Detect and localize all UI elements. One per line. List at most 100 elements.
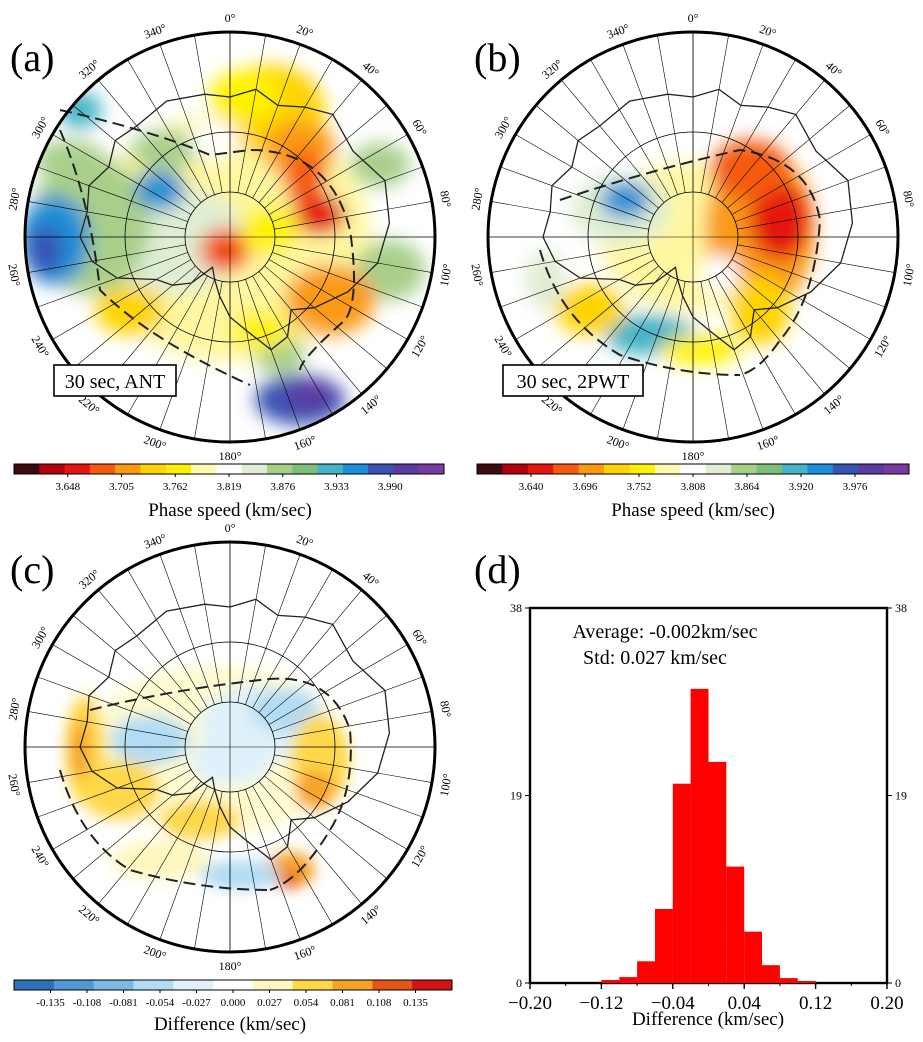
longitude-tick-label: 0° (225, 11, 236, 25)
meridian-line (237, 35, 266, 193)
panel-a-note-box: 30 sec, ANT (53, 364, 177, 397)
histogram-bar (637, 961, 655, 983)
histogram-bar (797, 981, 816, 983)
longitude-tick-label: 100° (900, 262, 918, 287)
histogram-bar (744, 931, 762, 983)
meridian-line (708, 44, 764, 195)
meridian-line (500, 166, 651, 222)
meridian-line (127, 59, 208, 199)
histogram-bar (619, 977, 638, 983)
histogram-bar (708, 761, 727, 983)
meridian-line (535, 265, 659, 370)
colorbar-a: 3.648 3.705 3.762 3.819 3.876 3.933 3.990 (13, 463, 445, 493)
colorbar-c-segment (372, 980, 413, 990)
meridian-line (237, 281, 266, 439)
longitude-tick-label: 60° (409, 627, 430, 649)
meridian-line (252, 785, 333, 925)
colorbar-b-segment (553, 464, 580, 474)
colorbar-c-tick-label: -0.027 (182, 997, 211, 1009)
meridian-line (264, 614, 388, 719)
meridian-line (274, 754, 432, 783)
colorbar-c-segment (93, 980, 134, 990)
longitude-tick-label: 80° (900, 190, 917, 209)
meridian-line (28, 244, 186, 273)
meridian-line (708, 279, 764, 430)
colorbar-c-tick-label: 0.000 (221, 997, 246, 1009)
colorbar-a-segment (14, 464, 40, 474)
colorbar-a-segment (292, 464, 319, 474)
colorbar-b-segment (807, 464, 834, 474)
meridian-line (258, 781, 363, 905)
colorbar-b-segment (705, 464, 732, 474)
meridian-line (622, 279, 678, 430)
meridian-line (657, 35, 686, 193)
meridian-line (737, 244, 895, 273)
panel-d-label: (d) (474, 547, 521, 592)
longitude-tick-label: 160° (292, 942, 318, 963)
meridian-line (159, 554, 215, 705)
meridian-line (258, 589, 363, 713)
histogram-x-tick-label: −0.12 (579, 993, 623, 1014)
longitude-tick-label: 200° (142, 942, 168, 963)
histogram-x-tick-label: 0.04 (728, 993, 762, 1014)
longitude-tick-label: 120° (408, 843, 432, 870)
meridian-line (97, 79, 202, 203)
longitude-tick-label: 40° (360, 568, 382, 590)
meridian-line (264, 265, 388, 370)
colorbar-b-segment (629, 464, 656, 474)
colorbar-b-tick-label: 3.640 (519, 481, 544, 493)
meridian-line (274, 711, 432, 740)
colorbar-b-segment (654, 464, 681, 474)
colorbar-b-segment (883, 464, 910, 474)
colorbar-b-segment (527, 464, 554, 474)
panel-c-label: (c) (10, 547, 55, 592)
colorbar-c-tick-label: -0.135 (36, 997, 65, 1009)
longitude-tick-label: 240° (29, 333, 53, 360)
histogram-y-tick-label-right: 19 (895, 789, 907, 803)
histogram-bar (690, 688, 709, 983)
colorbar-b-segment (756, 464, 783, 474)
longitude-tick-label: 100° (437, 262, 455, 287)
histogram-x-tick-label: 0.12 (799, 993, 832, 1014)
meridian-line (272, 166, 423, 222)
meridian-line (700, 281, 729, 439)
meridian-line (28, 711, 186, 740)
panel-b-note-box: 30 sec, 2PWT (502, 364, 644, 397)
histogram-x-axis-title: Difference (km/sec) (632, 1009, 784, 1030)
histogram-y-tick-label-right: 38 (895, 601, 907, 615)
histogram-average-annotation: Average: -0.002km/sec (572, 621, 757, 643)
colorbar-a-segment (216, 464, 243, 474)
colorbar-a-segment (418, 464, 445, 474)
difference-map: 0°20°40°60°80°100°120°140°160°180°200°22… (5, 521, 454, 973)
meridian-line (252, 59, 333, 199)
colorbar-c-segment (14, 980, 55, 990)
longitude-tick-label: 180° (682, 449, 705, 463)
histogram-bar (601, 980, 620, 983)
meridian-line (245, 44, 301, 195)
meridian-line (72, 775, 196, 880)
colorbar-a-tick-label: 3.819 (217, 481, 242, 493)
meridian-line (657, 281, 686, 439)
longitude-tick-label: 20° (295, 22, 316, 41)
colorbar-c-tick-label: -0.054 (146, 997, 175, 1009)
longitude-tick-label: 180° (219, 449, 242, 463)
colorbar-b-segment (578, 464, 605, 474)
colorbar-b-tick-label: 3.920 (789, 481, 814, 493)
meridian-line (37, 166, 188, 222)
longitude-tick-label: 120° (408, 333, 432, 360)
meridian-line (97, 781, 202, 905)
colorbar-c-segment (292, 980, 334, 990)
longitude-tick-label: 340° (605, 21, 631, 42)
difference-histogram: −0.20 −0.12 −0.04 0.04 0.12 0.20 0 0 19 19 38 38 Av… (508, 601, 907, 1030)
histogram-bar (655, 909, 673, 983)
meridian-line (731, 259, 871, 340)
meridian-line (491, 201, 649, 230)
colorbar-a-tick-label: 3.762 (163, 481, 188, 493)
meridian-line (52, 644, 192, 725)
meridian-line (194, 35, 223, 193)
longitude-tick-label: 240° (29, 843, 53, 870)
longitude-tick-label: 240° (492, 333, 516, 360)
meridian-line (52, 259, 192, 340)
colorbar-a-segment (317, 464, 344, 474)
